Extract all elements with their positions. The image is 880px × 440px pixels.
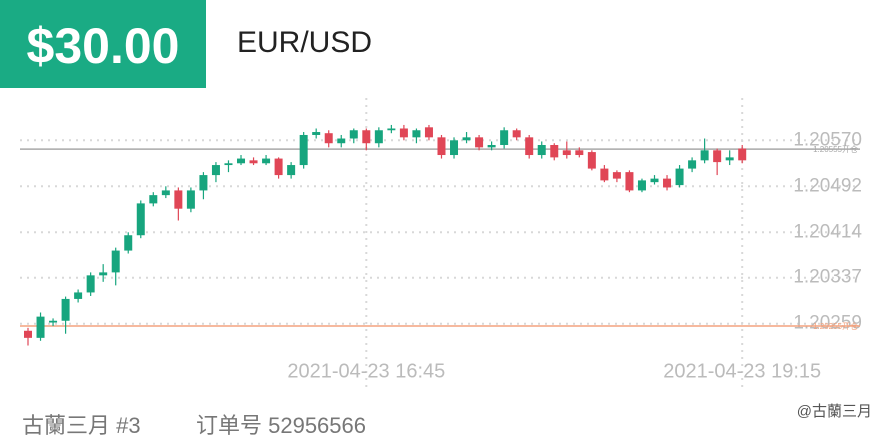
candle-body: [237, 158, 246, 164]
candle-body: [612, 172, 621, 179]
y-tick-label: 1.20259: [793, 313, 862, 334]
y-tick-label: 1.20337: [793, 267, 862, 288]
candle-body: [562, 150, 571, 156]
candle-body: [36, 316, 45, 338]
candle-body: [738, 148, 747, 161]
candle-body: [49, 320, 58, 323]
candle-body: [450, 140, 459, 156]
price-badge: $30.00: [0, 0, 206, 88]
candle-body: [362, 130, 371, 144]
x-tick-label: 2021-04-23 19:15: [663, 360, 821, 382]
chart: 1.20570 1.20492 1.20414 1.20337 1.20259 2021-…: [20, 98, 862, 390]
candle-body: [86, 275, 95, 293]
candle-body: [600, 168, 609, 181]
candle-body: [249, 160, 258, 164]
candle-body: [399, 128, 408, 138]
candle-body: [61, 298, 70, 321]
candle-body: [675, 168, 684, 186]
candle-body: [124, 235, 133, 251]
candle-body: [575, 150, 584, 156]
candle-body: [387, 128, 396, 131]
symbol: EUR/USD: [237, 26, 373, 59]
y-tick-label: 1.20492: [793, 175, 862, 196]
candle-body: [512, 130, 521, 138]
candle-body: [412, 130, 421, 138]
order-number: 订单号 52956566: [196, 413, 366, 438]
candle-body: [299, 134, 308, 166]
candle-body: [637, 180, 646, 191]
candle-body: [424, 127, 433, 138]
candle-body: [550, 145, 559, 158]
candle-body: [337, 138, 346, 144]
candle-body: [500, 130, 509, 146]
candle-body: [161, 190, 170, 196]
candle-body: [174, 190, 183, 209]
candle-body: [487, 145, 496, 148]
candle-body: [663, 178, 672, 188]
y-tick-label: 1.20414: [793, 221, 862, 242]
candle-body: [262, 158, 271, 164]
candle-body: [287, 165, 296, 176]
candle-body: [587, 152, 596, 169]
candle-body: [199, 175, 208, 191]
candle-body: [149, 195, 158, 204]
candle-body: [650, 178, 659, 183]
candle-body: [224, 163, 233, 166]
candle-body: [537, 145, 546, 156]
candle-body: [74, 292, 83, 299]
candle-body: [111, 250, 120, 273]
reference-label: 1.20255开仓: [813, 321, 858, 331]
candle-body: [688, 160, 697, 169]
candle-body: [24, 330, 32, 338]
y-tick-label: 1.20570: [793, 129, 862, 150]
x-tick-label: 2021-04-23 16:45: [287, 360, 445, 382]
candle-body: [324, 133, 333, 144]
candle-body: [625, 172, 634, 191]
candle-body: [713, 150, 722, 163]
candle-body: [525, 137, 534, 156]
reference-label: 1.20555开仓: [813, 144, 858, 154]
candle-body: [211, 165, 220, 176]
candle-body: [437, 137, 446, 156]
candle-body: [475, 137, 484, 148]
candle-body: [700, 150, 709, 161]
candle-body: [186, 190, 195, 209]
candle-body: [136, 203, 145, 236]
account-label: 古蘭三月 #3: [22, 413, 141, 438]
watermark: @古蘭三月: [796, 403, 872, 420]
candle-body: [274, 158, 283, 176]
candle-body: [725, 157, 734, 161]
candle-body: [349, 130, 358, 139]
candle-body: [312, 132, 321, 135]
candle-body: [462, 137, 471, 141]
candle-body: [99, 272, 108, 276]
candle-body: [374, 130, 383, 144]
